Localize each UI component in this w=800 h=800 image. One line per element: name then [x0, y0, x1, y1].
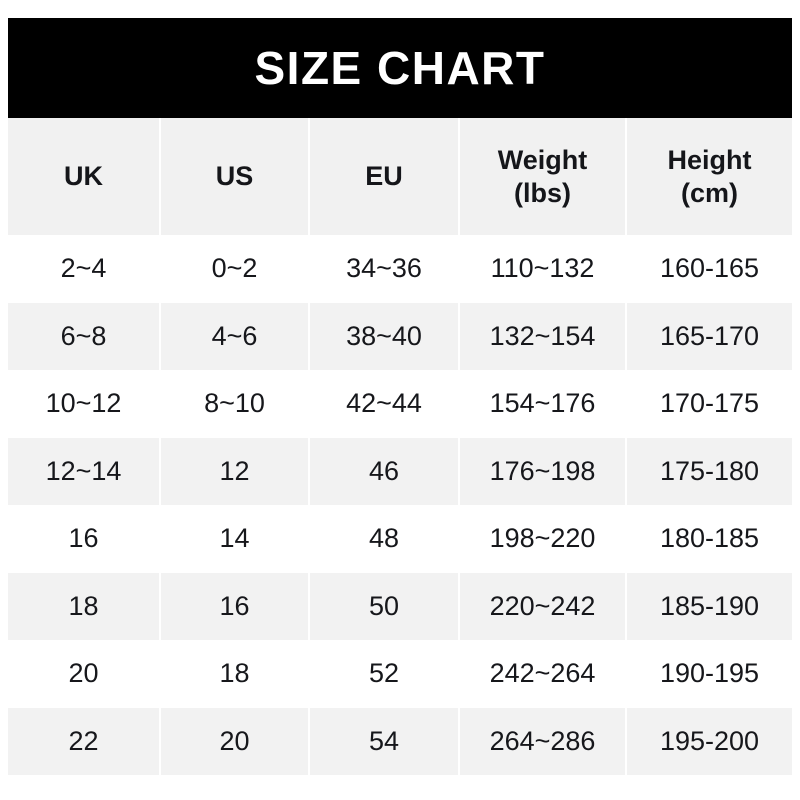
table-cell-height: 190-195: [627, 640, 792, 708]
column-header-label-uk: UK: [64, 160, 103, 193]
table-cell-us: 4~6: [161, 302, 308, 370]
table-cell-us: 16: [161, 572, 308, 640]
table-cell-uk: 2~4: [8, 235, 159, 303]
table-row: 18 16 50 220~242 185-190: [8, 572, 792, 640]
table-cell-us: 12: [161, 437, 308, 505]
column-header-height: Height (cm): [627, 118, 792, 235]
table-cell-weight: 242~264: [460, 640, 625, 708]
size-chart-table: UK US EU Weight (lbs) Height (cm) 2~4 0~2 34~36 11…: [8, 118, 792, 775]
table-cell-eu: 38~40: [310, 302, 458, 370]
title-bar: SIZE CHART: [8, 18, 792, 118]
table-cell-weight: 154~176: [460, 370, 625, 438]
table-cell-us: 14: [161, 505, 308, 573]
column-header-line2-height: (cm): [680, 177, 738, 208]
table-cell-uk: 10~12: [8, 370, 159, 438]
table-cell-weight: 264~286: [460, 707, 625, 775]
table-cell-uk: 18: [8, 572, 159, 640]
table-cell-height: 175-180: [627, 437, 792, 505]
column-header-label-height: Height (cm): [668, 144, 752, 210]
column-header-label-weight: Weight (lbs): [498, 144, 588, 210]
table-cell-height: 195-200: [627, 707, 792, 775]
table-cell-uk: 16: [8, 505, 159, 573]
table-cell-uk: 22: [8, 707, 159, 775]
column-header-us: US: [161, 118, 308, 235]
column-header-uk: UK: [8, 118, 159, 235]
column-header-line1-weight: Weight: [497, 144, 588, 175]
table-cell-weight: 220~242: [460, 572, 625, 640]
table-row: 22 20 54 264~286 195-200: [8, 707, 792, 775]
table-cell-uk: 6~8: [8, 302, 159, 370]
table-cell-height: 170-175: [627, 370, 792, 438]
column-header-line1-height: Height: [667, 144, 752, 175]
table-cell-us: 18: [161, 640, 308, 708]
column-header-line1-eu: EU: [365, 161, 403, 192]
table-cell-height: 165-170: [627, 302, 792, 370]
table-cell-weight: 198~220: [460, 505, 625, 573]
table-row: 16 14 48 198~220 180-185: [8, 505, 792, 573]
table-cell-us: 20: [161, 707, 308, 775]
table-cell-eu: 48: [310, 505, 458, 573]
table-cell-us: 8~10: [161, 370, 308, 438]
table-row: 10~12 8~10 42~44 154~176 170-175: [8, 370, 792, 438]
table-cell-weight: 110~132: [460, 235, 625, 303]
page-title: SIZE CHART: [254, 42, 546, 94]
table-cell-us: 0~2: [161, 235, 308, 303]
table-cell-weight: 176~198: [460, 437, 625, 505]
table-cell-height: 160-165: [627, 235, 792, 303]
column-header-label-us: US: [216, 160, 254, 193]
column-header-line2-weight: (lbs): [514, 177, 571, 208]
table-cell-eu: 52: [310, 640, 458, 708]
column-header-eu: EU: [310, 118, 458, 235]
column-header-line1-uk: UK: [64, 161, 103, 192]
table-cell-uk: 12~14: [8, 437, 159, 505]
table-cell-eu: 50: [310, 572, 458, 640]
table-cell-eu: 54: [310, 707, 458, 775]
table-cell-eu: 34~36: [310, 235, 458, 303]
column-header-label-eu: EU: [365, 160, 403, 193]
column-header-line1-us: US: [215, 161, 254, 192]
table-row: 20 18 52 242~264 190-195: [8, 640, 792, 708]
table-cell-eu: 46: [310, 437, 458, 505]
table-header-row: UK US EU Weight (lbs) Height (cm): [8, 118, 792, 235]
table-row: 12~14 12 46 176~198 175-180: [8, 437, 792, 505]
table-cell-height: 185-190: [627, 572, 792, 640]
table-cell-height: 180-185: [627, 505, 792, 573]
table-row: 2~4 0~2 34~36 110~132 160-165: [8, 235, 792, 303]
table-cell-eu: 42~44: [310, 370, 458, 438]
column-header-weight: Weight (lbs): [460, 118, 625, 235]
table-cell-weight: 132~154: [460, 302, 625, 370]
size-chart-card: SIZE CHART UK US EU Weight (lbs) Height (cm) 2~…: [8, 18, 792, 775]
table-cell-uk: 20: [8, 640, 159, 708]
table-row: 6~8 4~6 38~40 132~154 165-170: [8, 302, 792, 370]
